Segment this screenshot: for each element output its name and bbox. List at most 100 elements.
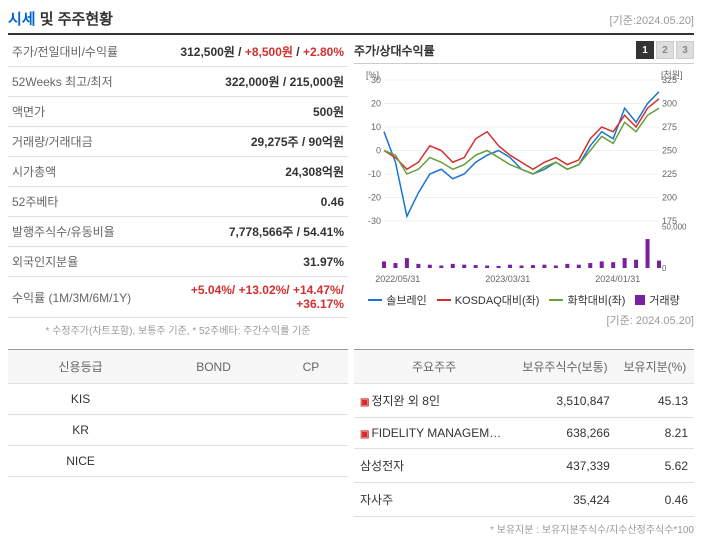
svg-text:10: 10 [371, 122, 381, 132]
info-value: +5.04%/ +13.02%/ +14.47%/ +36.17% [148, 277, 348, 318]
info-label: 발행주식수/유동비율 [8, 217, 148, 247]
svg-text:20: 20 [371, 99, 381, 109]
shares-pct: 5.62 [616, 449, 694, 483]
rating-row: KR [8, 415, 348, 446]
rating-cell [274, 384, 348, 415]
shares-pct: 45.13 [616, 384, 694, 418]
rating-header: BOND [153, 350, 274, 384]
shares-count: 638,266 [514, 418, 616, 449]
chart-area: 3020100-10-20-30325300275250225200175[%]… [354, 68, 694, 288]
info-row: 주가/전일대비/수익률312,500원 / +8,500원 / +2.80% [8, 37, 348, 67]
legend-label: 거래량 [649, 292, 679, 308]
share-row: 삼성전자437,3395.62 [354, 449, 694, 483]
shareholder-name: ▣FIDELITY MANAGEM… [354, 418, 514, 449]
svg-text:0: 0 [662, 264, 667, 273]
pager-2[interactable]: 2 [656, 41, 674, 59]
share-row: ▣FIDELITY MANAGEM…638,2668.21 [354, 418, 694, 449]
legend-item: 화학대비(좌) [549, 292, 625, 308]
svg-text:250: 250 [662, 146, 677, 156]
svg-text:-10: -10 [368, 169, 381, 179]
info-label: 시가총액 [8, 157, 148, 187]
legend-swatch [549, 299, 563, 301]
share-header: 보유지분(%) [616, 350, 694, 384]
legend-swatch [635, 295, 645, 305]
svg-text:2024/01/31: 2024/01/31 [595, 274, 640, 284]
share-header: 주요주주 [354, 350, 514, 384]
rating-cell: KIS [8, 384, 153, 415]
legend-label: 화학대비(좌) [567, 292, 625, 308]
section-title: 시세 및 주주현황 [8, 8, 113, 29]
legend-swatch [437, 299, 451, 301]
shares-pct: 0.46 [616, 483, 694, 517]
reference-date: [기준:2024.05.20] [610, 12, 694, 28]
rating-row: NICE [8, 446, 348, 477]
info-value: 322,000원 / 215,000원 [148, 67, 348, 97]
info-value: 7,778,566주 / 54.41% [148, 217, 348, 247]
pager-3[interactable]: 3 [676, 41, 694, 59]
info-row: 52주베타0.46 [8, 187, 348, 217]
info-label: 거래량/거래대금 [8, 127, 148, 157]
share-row: ▣정지완 외 8인3,510,84745.13 [354, 384, 694, 418]
shares-pct: 8.21 [616, 418, 694, 449]
shares-count: 3,510,847 [514, 384, 616, 418]
chart-svg: 3020100-10-20-30325300275250225200175[%]… [354, 68, 694, 288]
svg-text:[%]: [%] [366, 70, 379, 80]
share-row: 자사주35,4240.46 [354, 483, 694, 517]
info-value: 24,308억원 [148, 157, 348, 187]
rating-cell [153, 446, 274, 477]
svg-text:225: 225 [662, 169, 677, 179]
svg-text:0: 0 [376, 146, 381, 156]
expand-icon[interactable]: ▣ [360, 397, 369, 408]
pager-1[interactable]: 1 [636, 41, 654, 59]
info-row: 외국인지분율31.97% [8, 247, 348, 277]
svg-text:[천원]: [천원] [661, 70, 683, 80]
rating-cell [274, 446, 348, 477]
info-row: 시가총액24,308억원 [8, 157, 348, 187]
legend-item: 솔브레인 [368, 292, 426, 308]
chart-reference-date: [기준: 2024.05.20] [354, 312, 694, 328]
title-blue: 시세 [8, 11, 36, 28]
chart-title: 주가/상대수익률 [354, 42, 435, 59]
share-header: 보유주식수(보통) [514, 350, 616, 384]
svg-text:200: 200 [662, 193, 677, 203]
shares-count: 437,339 [514, 449, 616, 483]
legend-item: 거래량 [635, 292, 679, 308]
legend-item: KOSDAQ대비(좌) [437, 292, 540, 308]
info-label: 52Weeks 최고/최저 [8, 67, 148, 97]
info-label: 주가/전일대비/수익률 [8, 37, 148, 67]
info-value: 0.46 [148, 187, 348, 217]
info-value: 500원 [148, 97, 348, 127]
shareholder-name: 자사주 [354, 483, 514, 517]
info-row: 거래량/거래대금29,275주 / 90억원 [8, 127, 348, 157]
legend-label: 솔브레인 [386, 292, 426, 308]
svg-text:300: 300 [662, 99, 677, 109]
shareholder-name: 삼성전자 [354, 449, 514, 483]
svg-text:50,000: 50,000 [662, 223, 687, 232]
rating-cell: KR [8, 415, 153, 446]
legend-swatch [368, 299, 382, 301]
svg-text:2022/05/31: 2022/05/31 [375, 274, 420, 284]
info-label: 52주베타 [8, 187, 148, 217]
expand-icon[interactable]: ▣ [360, 429, 369, 440]
rating-cell [153, 415, 274, 446]
stock-info-table: 주가/전일대비/수익률312,500원 / +8,500원 / +2.80%52… [8, 37, 348, 318]
rating-cell [153, 384, 274, 415]
info-row: 발행주식수/유동비율7,778,566주 / 54.41% [8, 217, 348, 247]
info-row: 수익률 (1M/3M/6M/1Y)+5.04%/ +13.02%/ +14.47… [8, 277, 348, 318]
shareholders-table: 주요주주보유주식수(보통)보유지분(%) ▣정지완 외 8인3,510,8474… [354, 349, 694, 517]
rating-header: CP [274, 350, 348, 384]
shares-count: 35,424 [514, 483, 616, 517]
title-rest: 및 주주현황 [36, 11, 113, 28]
svg-text:2023/03/31: 2023/03/31 [485, 274, 530, 284]
legend-label: KOSDAQ대비(좌) [455, 292, 540, 308]
rating-row: KIS [8, 384, 348, 415]
info-row: 52Weeks 최고/최저322,000원 / 215,000원 [8, 67, 348, 97]
info-label: 액면가 [8, 97, 148, 127]
svg-text:-20: -20 [368, 193, 381, 203]
chart-legend: 솔브레인 KOSDAQ대비(좌) 화학대비(좌) 거래량 [354, 288, 694, 312]
info-label: 수익률 (1M/3M/6M/1Y) [8, 277, 148, 318]
rating-cell: NICE [8, 446, 153, 477]
rating-cell [274, 415, 348, 446]
footnote-left: * 수정주가(차트포함), 보통주 기준, * 52주베타: 주간수익률 기준 [8, 318, 348, 341]
shareholders-footnote: * 보유지분 : 보유지분주식수/지수산정주식수*100 [354, 517, 694, 540]
